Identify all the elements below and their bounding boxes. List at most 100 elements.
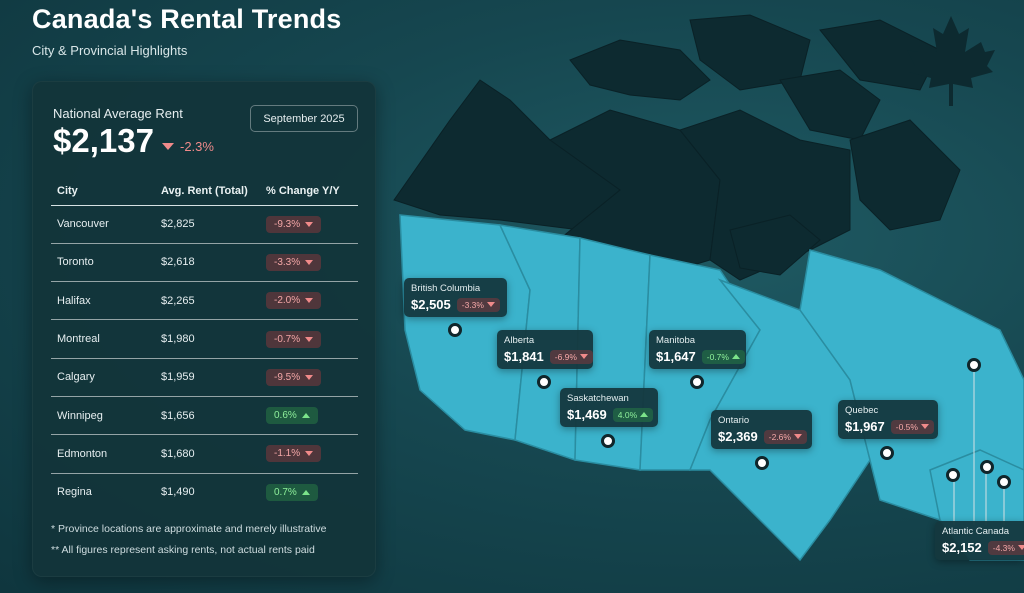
pin-ontario[interactable] bbox=[755, 456, 769, 470]
province-rent: $1,469 bbox=[567, 407, 607, 422]
change-cell: -2.0% bbox=[260, 281, 358, 321]
rent-cell: $1,959 bbox=[155, 358, 260, 397]
column-header-rent[interactable]: Avg. Rent (Total) bbox=[155, 178, 260, 206]
change-cell: -9.5% bbox=[260, 358, 358, 397]
column-header-change[interactable]: % Change Y/Y bbox=[260, 178, 358, 206]
table-row[interactable]: Edmonton $1,680 -1.1% bbox=[51, 434, 358, 474]
rent-cell: $1,980 bbox=[155, 319, 260, 359]
triangle-up-icon bbox=[731, 354, 740, 359]
table-row[interactable]: Vancouver $2,825 -9.3% bbox=[51, 205, 358, 244]
change-badge: -1.1% bbox=[266, 445, 322, 463]
province-name: British Columbia bbox=[411, 283, 481, 294]
province-name: Saskatchewan bbox=[567, 393, 629, 404]
change-cell: -1.1% bbox=[260, 434, 358, 474]
triangle-down-icon bbox=[1017, 545, 1024, 550]
city-rent-table: City Avg. Rent (Total) % Change Y/Y Vanc… bbox=[51, 178, 358, 511]
date-selector-button[interactable]: September 2025 bbox=[250, 105, 358, 132]
province-change-badge: 4.0% bbox=[612, 407, 654, 422]
pin-quebec[interactable] bbox=[880, 446, 894, 460]
column-header-city[interactable]: City bbox=[51, 178, 155, 206]
province-name: Atlantic Canada bbox=[942, 526, 1010, 537]
pin-atlantic-4[interactable] bbox=[997, 475, 1011, 489]
footnote-2: ** All figures represent asking rents, n… bbox=[51, 544, 315, 556]
pin-manitoba[interactable] bbox=[690, 375, 704, 389]
table-row[interactable]: Calgary $1,959 -9.5% bbox=[51, 358, 358, 397]
city-cell: Vancouver bbox=[51, 205, 155, 244]
rent-cell: $2,265 bbox=[155, 281, 260, 321]
callout-ontario[interactable]: Ontario $2,369 -2.6% bbox=[711, 410, 812, 449]
city-cell: Toronto bbox=[51, 243, 155, 283]
table-row[interactable]: Regina $1,490 0.7% bbox=[51, 473, 358, 511]
page-subtitle: City & Provincial Highlights bbox=[32, 43, 188, 58]
pin-atlantic-1[interactable] bbox=[967, 358, 981, 372]
province-name: Ontario bbox=[718, 415, 750, 426]
rent-cell: $1,680 bbox=[155, 434, 260, 474]
table-row[interactable]: Halifax $2,265 -2.0% bbox=[51, 281, 358, 321]
callout-quebec[interactable]: Quebec $1,967 -0.5% bbox=[838, 400, 938, 439]
province-name: Alberta bbox=[504, 335, 535, 346]
city-cell: Regina bbox=[57, 486, 92, 499]
city-cell: Edmonton bbox=[51, 434, 155, 474]
city-cell: Montreal bbox=[51, 319, 155, 359]
maple-leaf-icon bbox=[907, 16, 995, 106]
national-change: -2.3% bbox=[162, 139, 214, 154]
national-average-label: National Average Rent bbox=[53, 106, 183, 121]
province-rent: $2,152 bbox=[942, 540, 982, 555]
change-badge: -9.3% bbox=[266, 215, 322, 233]
callout-alberta[interactable]: Alberta $1,841 -6.9% bbox=[497, 330, 593, 369]
pin-bc[interactable] bbox=[448, 323, 462, 337]
province-change-badge: -2.6% bbox=[763, 429, 807, 444]
change-badge: 0.6% bbox=[266, 407, 318, 425]
province-rent: $1,841 bbox=[504, 349, 544, 364]
change-badge: -9.5% bbox=[266, 368, 322, 386]
callout-atlantic[interactable]: Atlantic Canada $2,152 -4.3% bbox=[935, 521, 1024, 560]
callout-manitoba[interactable]: Manitoba $1,647 -0.7% bbox=[649, 330, 746, 369]
table-header-row: City Avg. Rent (Total) % Change Y/Y bbox=[51, 178, 358, 206]
triangle-down-icon bbox=[920, 424, 929, 429]
triangle-down-icon bbox=[305, 451, 314, 457]
table-row[interactable]: Toronto $2,618 -3.3% bbox=[51, 243, 358, 283]
province-rent: $2,369 bbox=[718, 429, 758, 444]
rent-cell: $2,618 bbox=[155, 243, 260, 283]
rent-cell: $1,490 bbox=[161, 486, 195, 499]
triangle-up-icon bbox=[301, 489, 310, 495]
table-row[interactable]: Montreal $1,980 -0.7% bbox=[51, 319, 358, 359]
callout-saskatchewan[interactable]: Saskatchewan $1,469 4.0% bbox=[560, 388, 658, 427]
change-badge: -3.3% bbox=[266, 253, 322, 271]
rent-cell: $2,825 bbox=[155, 205, 260, 244]
table-row[interactable]: Winnipeg $1,656 0.6% bbox=[51, 396, 358, 436]
change-cell: 0.7% bbox=[260, 473, 358, 511]
triangle-down-icon bbox=[305, 374, 314, 380]
pin-atlantic-3[interactable] bbox=[980, 460, 994, 474]
change-cell: -9.3% bbox=[260, 205, 358, 244]
province-change-badge: -3.3% bbox=[456, 297, 500, 312]
city-cell: Calgary bbox=[51, 358, 155, 397]
province-change-badge: -6.9% bbox=[549, 349, 593, 364]
rent-cell: $1,656 bbox=[155, 396, 260, 436]
city-cell: Winnipeg bbox=[51, 396, 155, 436]
page-title: Canada's Rental Trends bbox=[32, 4, 342, 34]
rent-summary-panel: National Average Rent $2,137 -2.3% Septe… bbox=[32, 81, 376, 577]
pin-saskatchewan[interactable] bbox=[601, 434, 615, 448]
pin-alberta[interactable] bbox=[537, 375, 551, 389]
triangle-up-icon bbox=[640, 412, 649, 417]
province-rent: $1,647 bbox=[656, 349, 696, 364]
triangle-down-icon bbox=[793, 434, 802, 439]
change-badge: -0.7% bbox=[266, 330, 322, 348]
province-change-badge: -0.5% bbox=[890, 419, 934, 434]
change-badge: -2.0% bbox=[266, 292, 322, 310]
province-name: Manitoba bbox=[656, 335, 696, 346]
province-change-badge: -4.3% bbox=[987, 540, 1024, 555]
callout-bc[interactable]: British Columbia $2,505 -3.3% bbox=[404, 278, 507, 317]
change-cell: -3.3% bbox=[260, 243, 358, 283]
city-cell: Halifax bbox=[51, 281, 155, 321]
province-rent: $1,967 bbox=[845, 419, 885, 434]
triangle-down-icon bbox=[305, 221, 314, 227]
change-cell: 0.6% bbox=[260, 396, 358, 436]
triangle-up-icon bbox=[301, 413, 310, 419]
triangle-down-icon bbox=[305, 298, 314, 304]
footnote-1: * Province locations are approximate and… bbox=[51, 523, 327, 535]
province-name: Quebec bbox=[845, 405, 879, 416]
pin-atlantic-2[interactable] bbox=[946, 468, 960, 482]
triangle-down-icon bbox=[305, 259, 314, 265]
